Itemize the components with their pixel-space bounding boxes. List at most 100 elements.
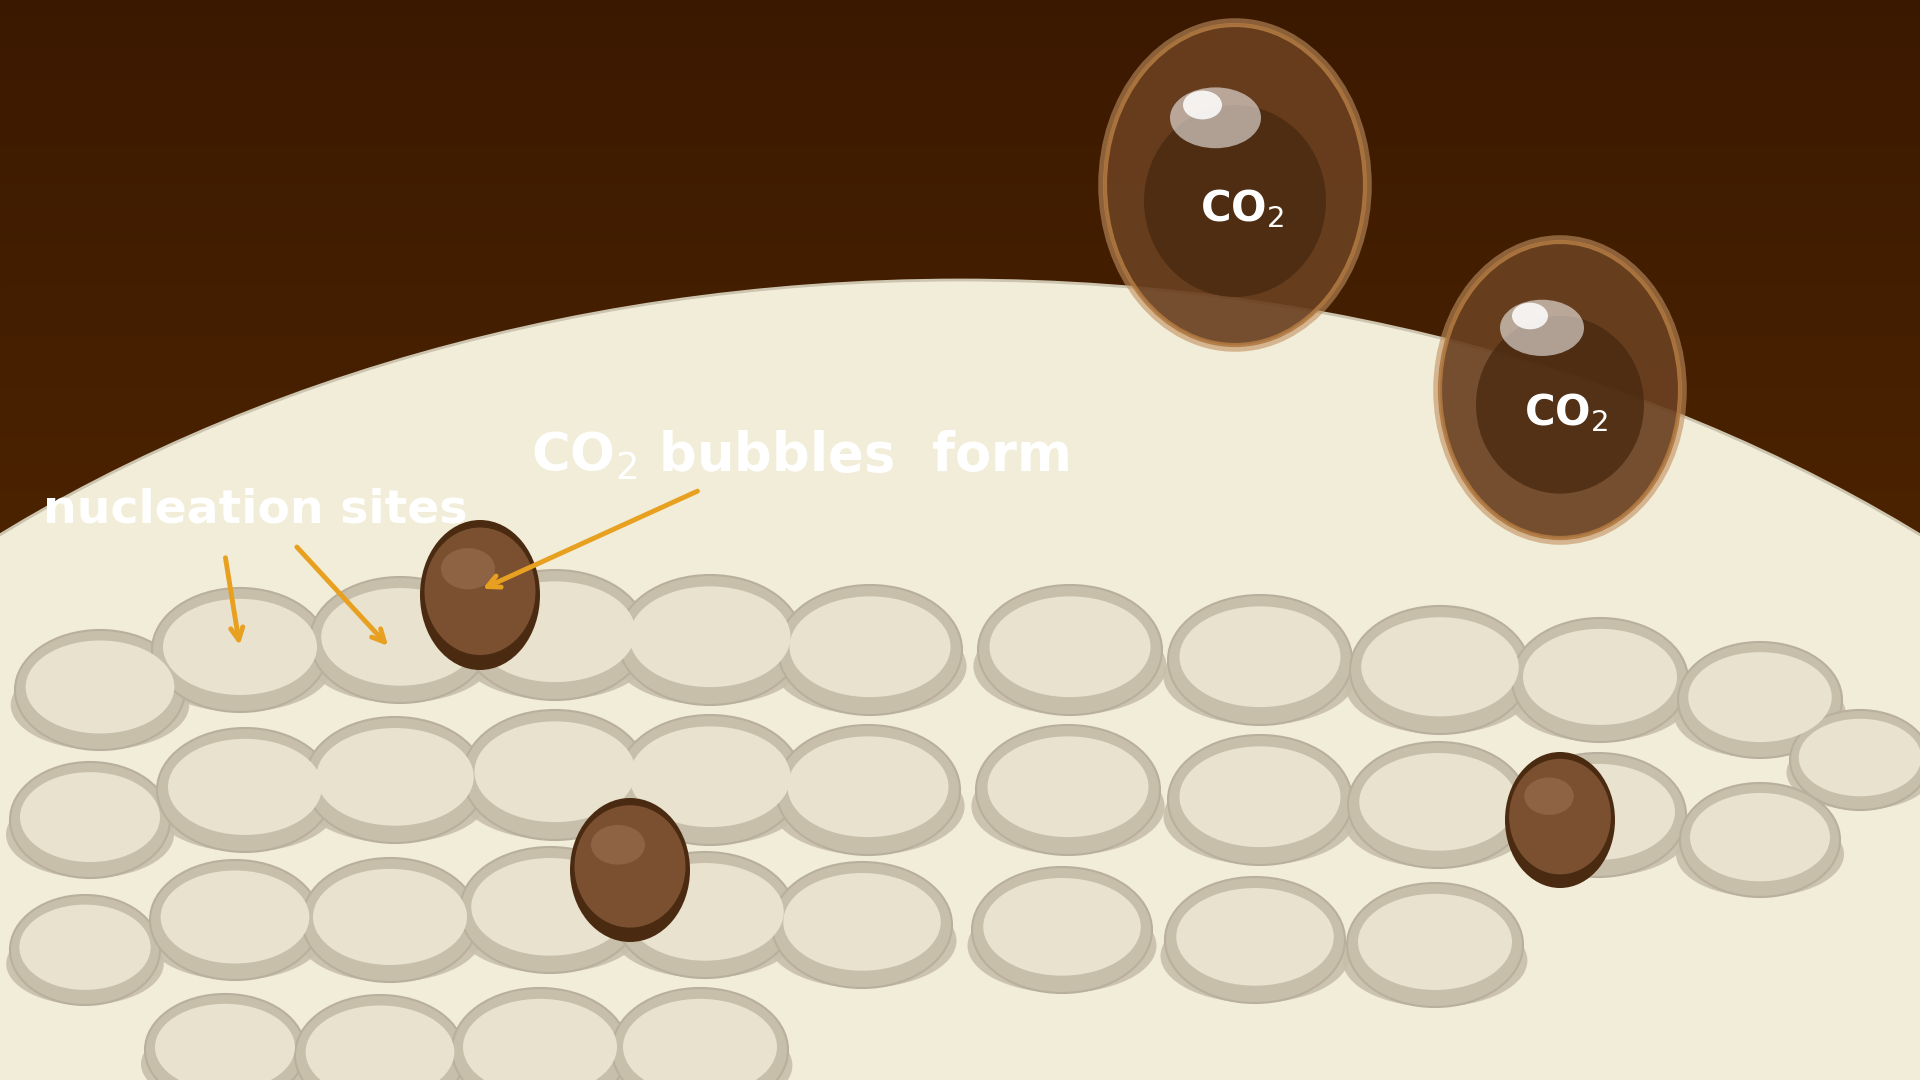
Bar xyxy=(0,805,1920,811)
Bar xyxy=(0,821,1920,827)
Bar xyxy=(0,551,1920,557)
Ellipse shape xyxy=(442,549,495,590)
Ellipse shape xyxy=(313,868,467,964)
Bar xyxy=(0,756,1920,762)
Ellipse shape xyxy=(630,727,791,827)
Bar xyxy=(0,54,1920,60)
Bar xyxy=(0,432,1920,438)
Ellipse shape xyxy=(150,860,321,980)
Bar xyxy=(0,497,1920,503)
Bar xyxy=(0,697,1920,703)
Bar xyxy=(0,356,1920,363)
Bar xyxy=(0,491,1920,498)
Ellipse shape xyxy=(424,527,536,654)
Bar xyxy=(0,130,1920,136)
Bar xyxy=(0,502,1920,509)
Bar xyxy=(0,38,1920,44)
Ellipse shape xyxy=(1513,302,1548,329)
Ellipse shape xyxy=(787,737,948,837)
Bar xyxy=(0,837,1920,843)
Bar xyxy=(0,243,1920,249)
Bar xyxy=(0,119,1920,125)
Bar xyxy=(0,540,1920,546)
Ellipse shape xyxy=(305,1005,455,1080)
Bar xyxy=(0,486,1920,492)
Ellipse shape xyxy=(157,728,332,852)
Bar xyxy=(0,508,1920,514)
Bar xyxy=(0,22,1920,28)
Bar xyxy=(0,529,1920,536)
Ellipse shape xyxy=(1440,242,1680,538)
Ellipse shape xyxy=(1505,752,1615,888)
Bar xyxy=(0,1048,1920,1054)
Bar xyxy=(0,778,1920,784)
Bar xyxy=(0,945,1920,951)
Bar xyxy=(0,621,1920,627)
Ellipse shape xyxy=(1164,627,1357,725)
Ellipse shape xyxy=(298,889,482,982)
Ellipse shape xyxy=(420,519,540,670)
Ellipse shape xyxy=(148,619,332,712)
Ellipse shape xyxy=(1359,753,1517,851)
Bar xyxy=(0,270,1920,276)
Bar xyxy=(0,702,1920,708)
Bar xyxy=(0,583,1920,590)
Bar xyxy=(0,313,1920,320)
Ellipse shape xyxy=(152,759,338,852)
Ellipse shape xyxy=(301,858,478,982)
Bar xyxy=(0,275,1920,282)
Ellipse shape xyxy=(161,870,309,963)
Bar xyxy=(0,524,1920,530)
Bar xyxy=(0,124,1920,131)
Bar xyxy=(0,11,1920,17)
Ellipse shape xyxy=(1786,735,1920,810)
Bar xyxy=(0,616,1920,622)
Bar xyxy=(0,421,1920,428)
Ellipse shape xyxy=(12,660,190,750)
Bar xyxy=(0,589,1920,595)
Bar xyxy=(0,670,1920,676)
Bar xyxy=(0,1015,1920,1022)
Bar xyxy=(0,286,1920,293)
Bar xyxy=(0,184,1920,190)
Bar xyxy=(0,389,1920,395)
Bar xyxy=(0,562,1920,568)
Ellipse shape xyxy=(470,858,628,956)
Bar xyxy=(0,869,1920,876)
Bar xyxy=(0,864,1920,870)
Bar xyxy=(0,394,1920,401)
Bar xyxy=(0,1004,1920,1011)
Ellipse shape xyxy=(1676,811,1843,897)
Ellipse shape xyxy=(305,717,486,843)
Ellipse shape xyxy=(1106,25,1365,345)
Bar xyxy=(0,956,1920,962)
Bar xyxy=(0,637,1920,644)
Ellipse shape xyxy=(972,757,1165,855)
Ellipse shape xyxy=(1523,629,1676,725)
Ellipse shape xyxy=(1476,316,1644,494)
Ellipse shape xyxy=(973,618,1167,715)
Ellipse shape xyxy=(983,878,1140,975)
Ellipse shape xyxy=(25,640,175,733)
Ellipse shape xyxy=(1789,710,1920,810)
Ellipse shape xyxy=(6,791,175,878)
Ellipse shape xyxy=(783,873,941,971)
Ellipse shape xyxy=(591,825,645,865)
Bar xyxy=(0,1064,1920,1070)
Ellipse shape xyxy=(774,618,966,715)
Ellipse shape xyxy=(1678,642,1841,758)
Bar xyxy=(0,799,1920,806)
Bar xyxy=(0,173,1920,179)
Ellipse shape xyxy=(772,862,952,988)
Bar xyxy=(0,324,1920,330)
Bar xyxy=(0,16,1920,23)
Ellipse shape xyxy=(10,895,159,1005)
Ellipse shape xyxy=(1348,883,1523,1007)
Bar xyxy=(0,259,1920,266)
Bar xyxy=(0,740,1920,746)
Bar xyxy=(0,724,1920,730)
Ellipse shape xyxy=(612,988,787,1080)
Bar xyxy=(0,680,1920,687)
Ellipse shape xyxy=(1346,638,1534,734)
Ellipse shape xyxy=(1500,300,1584,356)
